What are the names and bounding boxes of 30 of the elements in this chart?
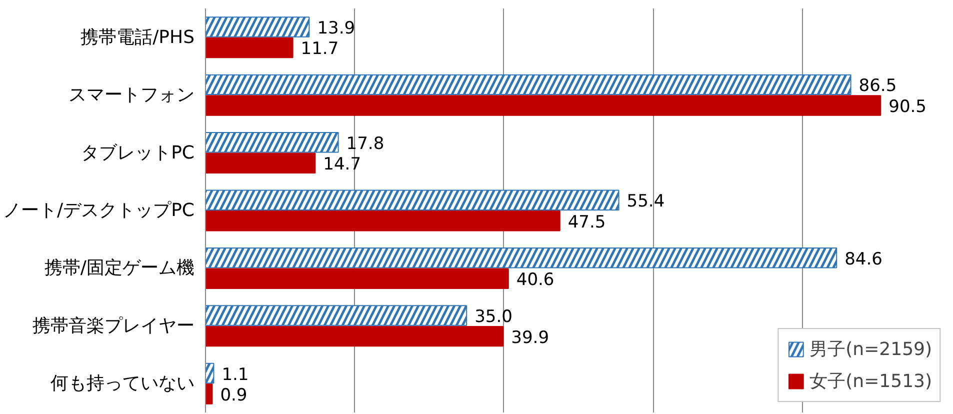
bar — [206, 152, 316, 174]
y-tick-label: 携帯電話/PHS — [80, 26, 195, 48]
data-label: 11.7 — [300, 39, 339, 60]
data-label: 86.5 — [858, 76, 897, 96]
data-label: 35.0 — [474, 307, 512, 328]
legend-label: 女子(n=1513) — [810, 370, 932, 393]
data-label: 1.1 — [222, 364, 249, 385]
data-label: 39.9 — [511, 328, 550, 348]
data-label: 40.6 — [516, 270, 554, 290]
data-label: 14.7 — [323, 154, 362, 175]
y-tick-label: 何も持っていない — [50, 373, 194, 394]
data-label: 17.8 — [346, 134, 384, 154]
y-tick-label: 携帯音楽プレイヤー — [32, 315, 194, 336]
data-label: 47.5 — [568, 212, 606, 232]
data-label: 55.4 — [626, 192, 665, 212]
legend-label: 男子(n=2159) — [810, 338, 932, 361]
y-tick-label: タブレットPC — [81, 142, 195, 164]
data-label: 13.9 — [317, 18, 356, 38]
y-tick-label: ノート/デスクトップPC — [3, 200, 195, 221]
bar — [206, 95, 882, 116]
y-tick-label: スマートフォン — [68, 84, 194, 106]
y-tick-label: 携帯/固定ゲーム機 — [44, 258, 195, 279]
data-label: 84.6 — [844, 249, 882, 270]
bar — [206, 268, 509, 289]
bar — [206, 37, 294, 58]
bar — [206, 326, 504, 347]
bar — [206, 384, 213, 404]
bar — [206, 210, 560, 232]
data-label: 0.9 — [220, 386, 248, 406]
data-label: 90.5 — [888, 96, 926, 117]
